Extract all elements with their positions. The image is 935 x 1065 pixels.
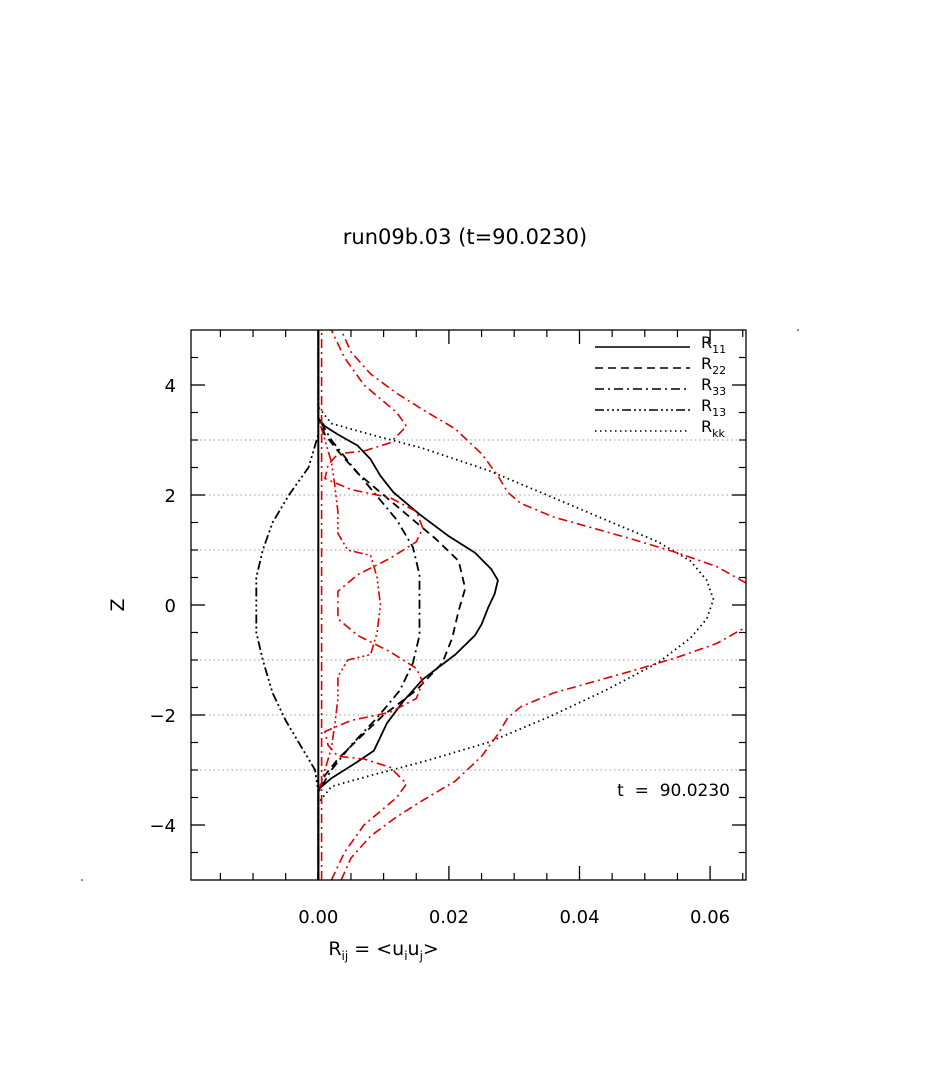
time-annotation: t = 90.0230 — [617, 781, 730, 801]
y-tick-label: −2 — [149, 706, 176, 727]
series-line-red — [317, 417, 382, 793]
series-group — [255, 329, 747, 881]
series-line-red — [340, 329, 747, 584]
stray-dot — [797, 329, 799, 331]
series-line-red — [340, 626, 747, 881]
stray-dots — [81, 329, 799, 881]
stray-dot — [81, 879, 83, 881]
legend-label: R11 — [701, 333, 726, 356]
legend-label: R33 — [701, 375, 726, 398]
x-axis-title-eq: = <u — [348, 938, 404, 960]
legend-label: R13 — [701, 396, 726, 419]
x-axis-title-r: R — [328, 938, 341, 960]
series-line-red — [324, 329, 424, 881]
x-axis-title-sub-j: j — [419, 949, 423, 963]
x-tick-label: 0.00 — [298, 907, 338, 928]
x-axis-title-u: u — [408, 938, 420, 960]
x-axis-title: Rij = <uiuj> — [328, 938, 439, 963]
x-axis-title-close: > — [423, 938, 439, 960]
series-line-rkk — [317, 330, 715, 880]
series-line-r33 — [317, 330, 421, 880]
series-line-r13 — [255, 330, 320, 880]
y-tick-label: −4 — [149, 816, 176, 837]
series-line-r11 — [317, 330, 499, 880]
y-axis-title: Z — [107, 598, 129, 611]
legend-label: Rkk — [701, 417, 725, 440]
series-line-r22 — [317, 330, 467, 880]
x-tick-label: 0.02 — [429, 907, 469, 928]
x-axis-title-sub-ij: ij — [342, 949, 349, 963]
x-tick-label: 0.04 — [559, 907, 599, 928]
chart-title: run09b.03 (t=90.0230) — [343, 225, 587, 249]
legend-label: R22 — [701, 354, 726, 377]
x-axis-title-sub-i: i — [404, 949, 407, 963]
grid-lines — [191, 439, 746, 771]
y-tick-label: 2 — [165, 486, 176, 507]
x-tick-label: 0.06 — [690, 907, 730, 928]
axis-ticks: 0.00 0.02 0.04 0.06 −4 −2 0 2 4 — [149, 330, 746, 928]
y-tick-label: 4 — [165, 376, 176, 397]
y-tick-label: 0 — [165, 596, 176, 617]
